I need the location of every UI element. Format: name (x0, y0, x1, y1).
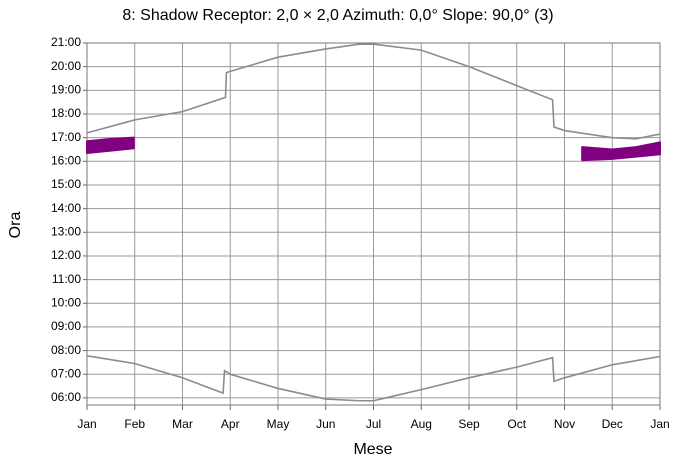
chart-title: 8: Shadow Receptor: 2,0 × 2,0 Azimuth: 0… (122, 7, 553, 24)
x-tick-label: Sep (458, 417, 480, 431)
line (86, 43, 661, 140)
y-tick-label: 10:00 (51, 295, 81, 309)
x-tick-label: Jun (316, 417, 335, 431)
y-tick-label: 09:00 (51, 319, 81, 333)
shadow-band (86, 136, 135, 155)
x-tick-label: Apr (221, 417, 240, 431)
y-tick-label: 20:00 (51, 59, 81, 73)
y-tick-label: 19:00 (51, 82, 81, 96)
y-tick-label: 21:00 (51, 35, 81, 49)
y-tick-label: 07:00 (51, 366, 81, 380)
x-tick-label: Feb (124, 417, 145, 431)
y-tick-label: 11:00 (52, 272, 81, 286)
x-tick-label: May (267, 417, 290, 431)
shadow-band (581, 141, 661, 162)
y-tick-label: 12:00 (51, 248, 81, 262)
x-tick-label: Nov (554, 417, 575, 431)
y-axis-label: Ora (7, 212, 24, 239)
y-tick-label: 17:00 (51, 130, 81, 144)
x-tick-label: Jan (77, 417, 96, 431)
y-tick-label: 16:00 (51, 153, 81, 167)
x-tick-label: Jan (650, 417, 669, 431)
x-axis-label: Mese (353, 441, 392, 458)
y-tick-label: 18:00 (51, 106, 81, 120)
x-tick-label: Mar (172, 417, 193, 431)
y-tick-label: 06:00 (51, 390, 81, 404)
x-tick-label: Dec (602, 417, 623, 431)
line (86, 354, 661, 402)
plot-frame (86, 42, 661, 406)
y-tick-label: 14:00 (51, 201, 81, 215)
y-tick-label: 15:00 (51, 177, 81, 191)
x-tick-label: Aug (411, 417, 432, 431)
x-tick-label: Oct (507, 417, 526, 431)
y-tick-label: 08:00 (51, 343, 81, 357)
x-tick-label: Jul (366, 417, 381, 431)
y-tick-label: 13:00 (51, 224, 81, 238)
